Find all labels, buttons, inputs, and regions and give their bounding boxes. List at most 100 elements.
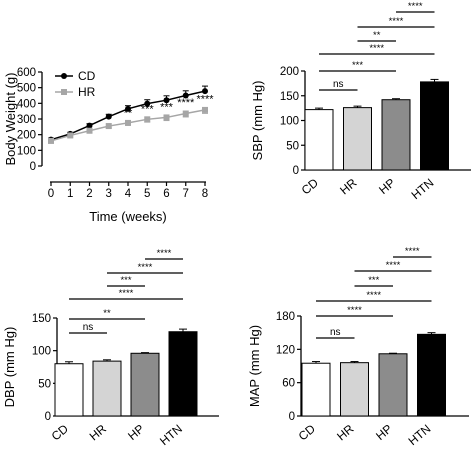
x-tick-label: 1: [67, 188, 73, 200]
y-tick-label: 100: [280, 116, 299, 128]
significance-label: ****: [386, 260, 401, 271]
significance-label: **: [124, 108, 133, 120]
significance-label: ****: [408, 1, 423, 12]
y-axis-title: MAP (mm Hg): [247, 325, 262, 407]
bar-hr: [92, 360, 122, 417]
data-point: [86, 122, 93, 129]
y-tick-label: 200: [17, 130, 36, 142]
x-tick-label: 4: [125, 188, 132, 200]
y-tick-label: 60: [282, 378, 295, 390]
y-tick-label: 180: [276, 311, 295, 323]
x-axis-title: Time (weeks): [89, 209, 167, 224]
y-tick-label: 200: [280, 66, 299, 78]
x-tick-label: CD: [49, 421, 72, 443]
legend-label: HR: [78, 85, 96, 99]
significance-label: ****: [405, 246, 420, 257]
bar-hr: [340, 362, 369, 417]
significance-label: ****: [157, 248, 172, 259]
x-tick-label: 2: [86, 188, 92, 200]
x-tick-label: 6: [163, 188, 169, 200]
significance-label: ****: [366, 290, 381, 301]
x-tick-label: 5: [144, 188, 150, 200]
data-point: [67, 132, 74, 139]
y-tick-label: 100: [32, 346, 51, 358]
data-point: [202, 106, 208, 113]
y-tick-label: 400: [17, 98, 36, 110]
x-tick-label: HTN: [409, 176, 437, 203]
bar-cd: [304, 109, 334, 171]
significance-label: ns: [83, 322, 94, 333]
significance-label: ***: [141, 103, 155, 115]
x-tick-label: HTN: [157, 422, 185, 449]
data-point: [144, 100, 151, 107]
significance-label: ****: [119, 288, 134, 299]
y-tick-label: 150: [280, 91, 299, 103]
y-tick-label: 120: [276, 344, 295, 356]
significance-label: ****: [138, 262, 153, 273]
legend-label: CD: [78, 69, 96, 83]
data-point: [182, 110, 189, 117]
significance-label: ****: [196, 93, 214, 105]
data-point: [163, 97, 170, 104]
data-point: [125, 119, 131, 126]
x-tick-label: HR: [337, 175, 360, 197]
data-point: [48, 137, 54, 144]
bar-hp: [378, 353, 408, 417]
bar-htn: [420, 81, 449, 171]
significance-label: ****: [389, 16, 404, 27]
bar-hp: [130, 352, 160, 417]
y-axis-title: SBP (mm Hg): [250, 81, 265, 161]
data-point: [105, 123, 112, 130]
y-axis-title: Body Weight (g): [3, 73, 18, 166]
significance-label: ns: [330, 327, 341, 338]
x-tick-label: CD: [299, 175, 322, 197]
x-tick-label: 7: [183, 188, 189, 200]
significance-label: ***: [368, 275, 379, 286]
data-point: [105, 113, 112, 120]
significance-label: **: [373, 30, 381, 41]
bar-hr: [343, 107, 372, 171]
legend-marker: [61, 89, 67, 95]
x-tick-label: HR: [87, 421, 110, 443]
x-tick-label: 3: [106, 188, 112, 200]
data-point: [86, 127, 93, 134]
data-point: [163, 114, 170, 121]
significance-label: ns: [333, 79, 344, 90]
y-tick-label: 0: [293, 165, 299, 177]
x-tick-label: HP: [373, 422, 395, 443]
significance-label: ***: [160, 101, 174, 113]
bar-htn: [168, 331, 198, 417]
y-tick-label: 600: [17, 67, 36, 79]
y-tick-label: 150: [32, 313, 51, 325]
data-point: [125, 105, 131, 112]
x-tick-label: CD: [296, 421, 319, 443]
significance-label: ****: [347, 305, 362, 316]
data-point: [202, 88, 208, 95]
legend-marker: [61, 73, 67, 79]
bar-hp: [381, 99, 411, 171]
body-weight-panel: 0 100 200 300 400 500 600 0 1 2 3 4 5 6 7 8 Time (weeks)…: [3, 67, 214, 224]
data-point: [144, 116, 151, 123]
x-tick-label: HP: [125, 422, 147, 443]
significance-label: ****: [177, 97, 195, 109]
significance-label: ****: [369, 43, 384, 54]
y-axis-title: DBP (mm Hg): [2, 327, 17, 408]
bar-cd: [54, 363, 84, 417]
y-tick-label: 500: [17, 83, 36, 95]
x-tick-label: 0: [48, 188, 54, 200]
y-tick-label: 0: [289, 411, 295, 423]
y-tick-label: 50: [286, 140, 299, 152]
y-tick-label: 50: [38, 378, 51, 390]
bar-cd: [301, 362, 331, 417]
bar-htn: [417, 333, 446, 417]
y-tick-label: 0: [45, 411, 51, 423]
y-tick-label: 100: [17, 145, 36, 157]
data-point: [182, 92, 189, 99]
x-tick-label: HR: [334, 421, 357, 443]
x-tick-label: 8: [202, 188, 208, 200]
significance-label: ***: [120, 275, 131, 286]
